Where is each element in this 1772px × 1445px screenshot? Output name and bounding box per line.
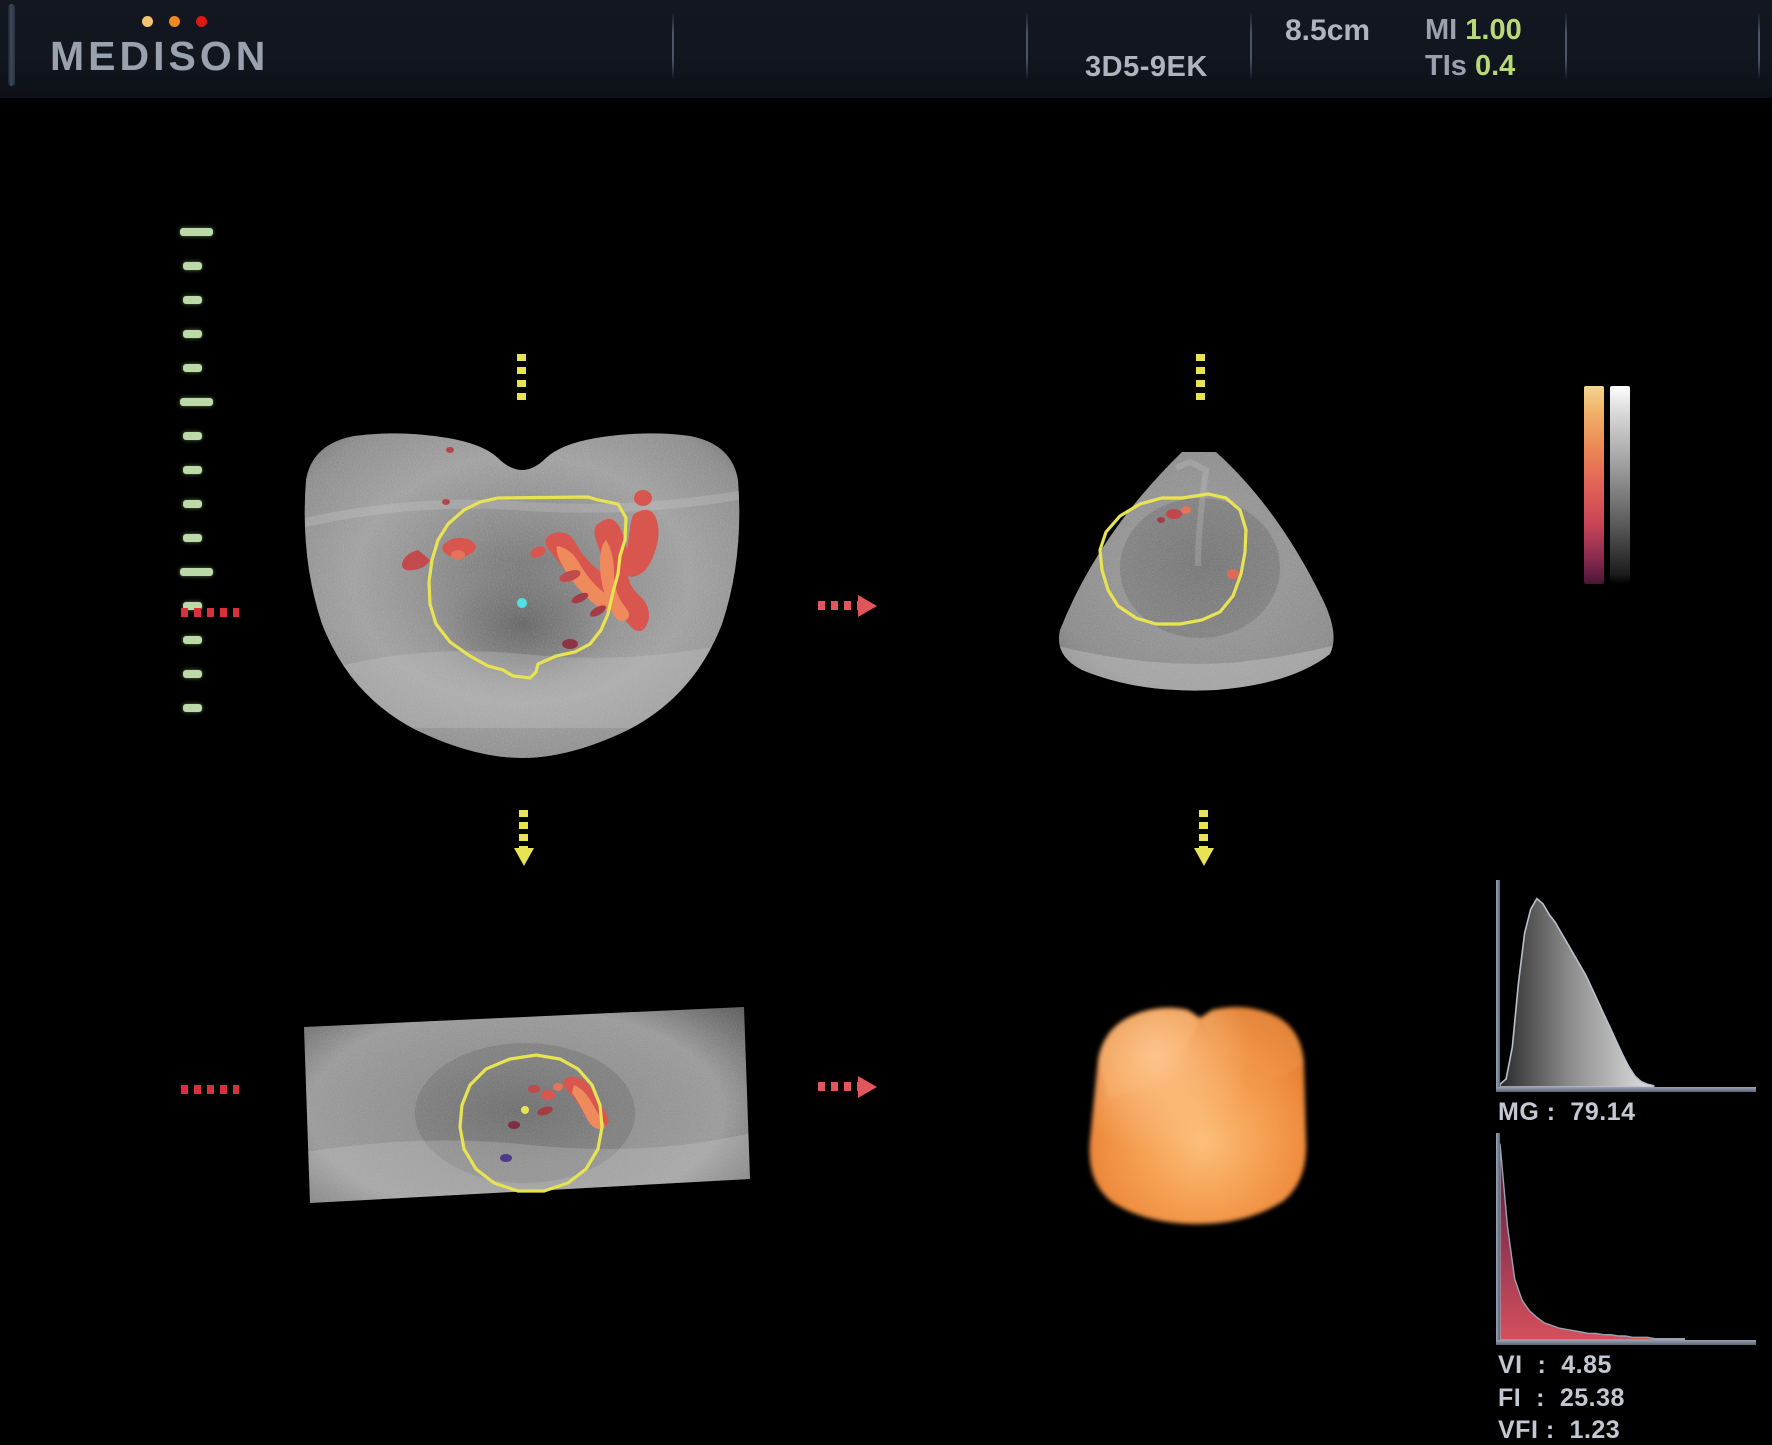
mi-value: 1.00 xyxy=(1465,14,1522,46)
power-doppler-histogram-plot xyxy=(1500,1143,1685,1340)
header-divider-5 xyxy=(1758,14,1760,78)
depth-tick-major xyxy=(180,568,213,576)
ultrasound-panel-transverse[interactable] xyxy=(300,1003,750,1228)
header-divider-4 xyxy=(1565,14,1567,78)
orientation-line-top-b xyxy=(1196,354,1205,400)
depth-tick-major xyxy=(180,398,213,406)
depth-tick-minor xyxy=(183,364,202,372)
grayscale-histogram-plot xyxy=(1500,897,1655,1087)
histogram-x-axis xyxy=(1496,1340,1756,1345)
logo-dot-red xyxy=(196,16,207,27)
depth-ruler xyxy=(180,228,220,748)
orientation-arrow-right-a xyxy=(818,595,880,617)
depth-tick-minor xyxy=(183,262,202,270)
orientation-line-top-a xyxy=(517,354,526,400)
app-header: MEDISON 3D5-9EK 8.5cm MI 1.00 TIs 0.4 xyxy=(0,0,1772,98)
logo-dot-yellow xyxy=(142,16,153,27)
arrow-stem xyxy=(1199,810,1208,848)
thermal-index-readout: TIs 0.4 xyxy=(1425,50,1515,83)
mi-label: MI xyxy=(1425,14,1458,46)
grayscale-histogram xyxy=(1496,880,1756,1092)
vocal-contour xyxy=(427,495,628,680)
orientation-arrow-right-c xyxy=(818,1076,880,1098)
image-viewport[interactable]: MG : 79.14 VI : 4.85 FI : 25.38 VFI : 1.… xyxy=(0,98,1772,1444)
probe-model-label: 3D5-9EK xyxy=(1085,51,1208,83)
arrow-stem xyxy=(818,1082,858,1091)
header-left-bezel xyxy=(8,4,15,86)
volume-render-image xyxy=(1089,1007,1307,1224)
header-divider-3 xyxy=(1250,14,1252,78)
three-d-volume-render[interactable] xyxy=(1050,988,1340,1248)
ultrasound-panel-coronal[interactable] xyxy=(1030,448,1380,738)
arrow-stem xyxy=(818,601,858,610)
coronal-image xyxy=(1058,452,1334,691)
grayscale-colorbar xyxy=(1610,386,1630,584)
depth-tick-minor xyxy=(183,534,202,542)
histogram-y-axis xyxy=(1496,880,1500,1092)
depth-tick-minor xyxy=(183,704,202,712)
mean-grayness-metric: MG : 79.14 xyxy=(1498,1098,1636,1126)
depth-tick-minor xyxy=(183,432,202,440)
orientation-arrow-down-b xyxy=(1191,810,1215,870)
power-doppler-colorbar xyxy=(1584,386,1604,584)
arrow-head xyxy=(1194,848,1214,866)
depth-tick-minor xyxy=(183,466,202,474)
histogram-x-axis xyxy=(1496,1087,1756,1092)
header-divider-1 xyxy=(672,14,674,78)
mechanical-index-readout: MI 1.00 xyxy=(1425,14,1522,47)
logo-dot-orange xyxy=(169,16,180,27)
power-doppler-histogram xyxy=(1496,1133,1756,1345)
depth-tick-minor xyxy=(183,330,202,338)
tis-value: 0.4 xyxy=(1474,50,1516,82)
depth-tick-minor xyxy=(183,670,202,678)
scan-depth-label: 8.5cm xyxy=(1285,14,1371,47)
vascularization-flow-index-metric: VFI : 1.23 xyxy=(1498,1416,1621,1444)
reference-marker-line-a xyxy=(181,608,239,617)
logo-dots-icon xyxy=(142,16,212,30)
depth-tick-minor xyxy=(183,296,202,304)
center-dot xyxy=(517,598,527,608)
transverse-image xyxy=(304,1007,750,1203)
depth-tick-minor xyxy=(183,500,202,508)
depth-tick-minor xyxy=(183,602,202,610)
tis-label: TIs xyxy=(1425,50,1467,82)
colorbar-group xyxy=(1584,386,1644,586)
header-divider-2 xyxy=(1026,14,1028,78)
brand-name: MEDISON xyxy=(50,33,270,79)
ultrasound-panel-sagittal[interactable] xyxy=(298,428,746,758)
vascularization-index-metric: VI : 4.85 xyxy=(1498,1351,1612,1379)
depth-tick-minor xyxy=(183,636,202,644)
vocal-contour xyxy=(458,1053,604,1193)
sagittal-image xyxy=(304,433,740,758)
orientation-arrow-down-a xyxy=(511,810,535,870)
reference-marker-line-c xyxy=(181,1085,239,1094)
arrow-head xyxy=(858,1076,877,1098)
vocal-contour xyxy=(1098,492,1248,626)
flow-index-metric: FI : 25.38 xyxy=(1498,1384,1625,1412)
arrow-stem xyxy=(519,810,528,848)
arrow-head xyxy=(514,848,534,866)
histogram-y-axis xyxy=(1496,1133,1500,1345)
arrow-head xyxy=(858,595,877,617)
power-doppler-overlay xyxy=(1157,506,1239,579)
depth-tick-major xyxy=(180,228,213,236)
power-doppler-overlay xyxy=(500,1076,609,1162)
power-doppler-overlay xyxy=(402,447,659,649)
center-dot xyxy=(521,1106,529,1114)
